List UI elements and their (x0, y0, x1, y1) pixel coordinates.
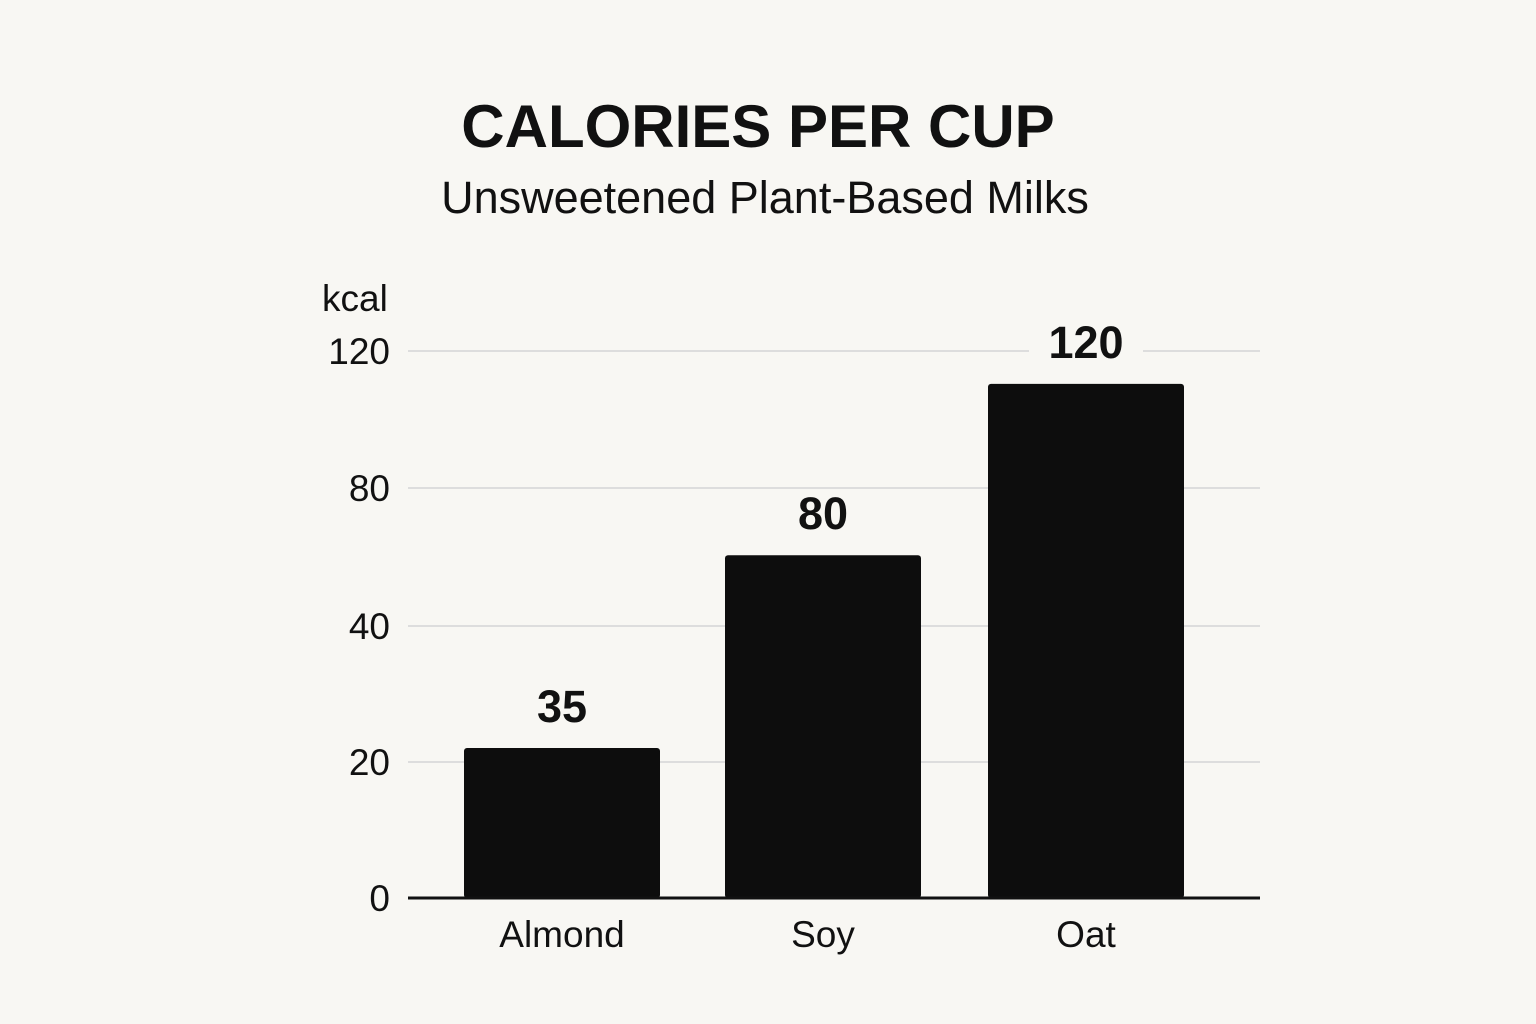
y-axis-label: kcal (322, 278, 388, 319)
x-axis-ticks: Almond Soy Oat (499, 914, 1116, 955)
data-label-backdrop (520, 682, 604, 735)
y-tick-label: 0 (369, 878, 390, 919)
bar-oat (988, 383, 1184, 898)
data-label-oat: 120 (1048, 317, 1123, 368)
y-tick-label: 20 (349, 742, 390, 783)
data-label-soy: 80 (798, 488, 848, 539)
y-tick-label: 40 (349, 606, 390, 647)
bar-soy (725, 555, 921, 898)
bars (464, 383, 1184, 898)
y-tick-label: 120 (328, 331, 390, 372)
chart-subtitle: Unsweetened Plant-Based Milks (441, 172, 1089, 223)
data-label-almond: 35 (537, 681, 587, 732)
data-labels: 35 80 120 (520, 317, 1143, 735)
y-axis-ticks: 0 20 40 80 120 (328, 331, 390, 919)
data-label-backdrop (781, 489, 865, 542)
data-label-backdrop (1029, 317, 1143, 370)
x-tick-label-soy: Soy (791, 914, 855, 955)
bar-almond (464, 748, 660, 898)
chart-title: CALORIES PER CUP (461, 93, 1055, 160)
x-tick-label-oat: Oat (1056, 914, 1116, 955)
x-tick-label-almond: Almond (499, 914, 624, 955)
y-tick-label: 80 (349, 468, 390, 509)
